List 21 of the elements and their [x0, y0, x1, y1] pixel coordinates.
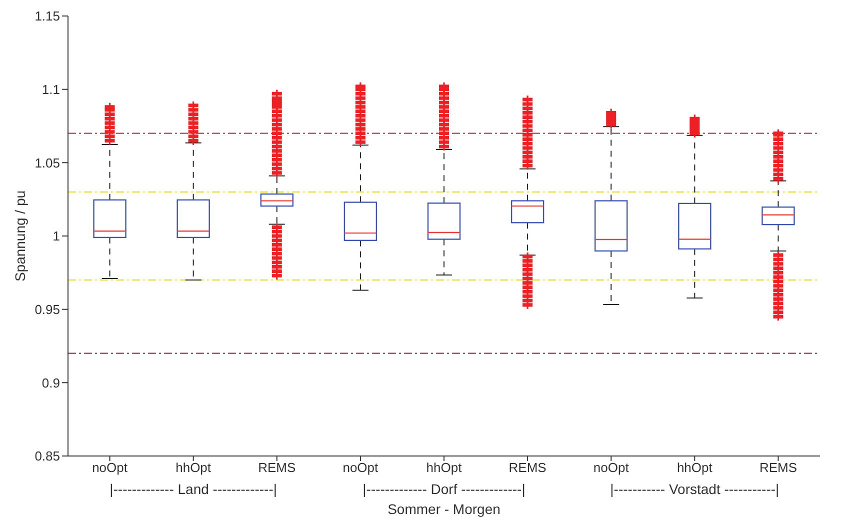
text: |----------- Vorstadt -----------| [610, 481, 780, 497]
x-tick-label: noOpt [342, 460, 379, 476]
x-tick-label: hhOpt [426, 460, 462, 476]
y-tick-label: 0.85 [34, 448, 60, 464]
y-tick-label: 0.95 [34, 302, 60, 317]
x-tick-label: hhOpt [176, 460, 212, 476]
y-axis-title: Spannung / pu [12, 190, 28, 282]
x-axis-title: Sommer - Morgen [388, 501, 500, 517]
y-tick-label: 1.1 [42, 82, 60, 97]
y-tick-label: 1 [52, 228, 60, 244]
x-tick-label: REMS [759, 460, 798, 476]
x-tick-label: REMS [258, 460, 296, 476]
y-tick-label: 1.05 [34, 155, 60, 170]
x-tick-label: noOpt [593, 460, 630, 476]
text: |------------- Dorf -------------| [362, 481, 526, 497]
x-tick-label: REMS [508, 460, 547, 476]
y-tick-label: 0.9 [42, 375, 60, 390]
text: |------------- Land -------------| [110, 481, 278, 497]
y-tick-label: 1.15 [34, 8, 60, 24]
x-tick-label: noOpt [92, 460, 128, 476]
x-tick-label: hhOpt [676, 460, 713, 476]
